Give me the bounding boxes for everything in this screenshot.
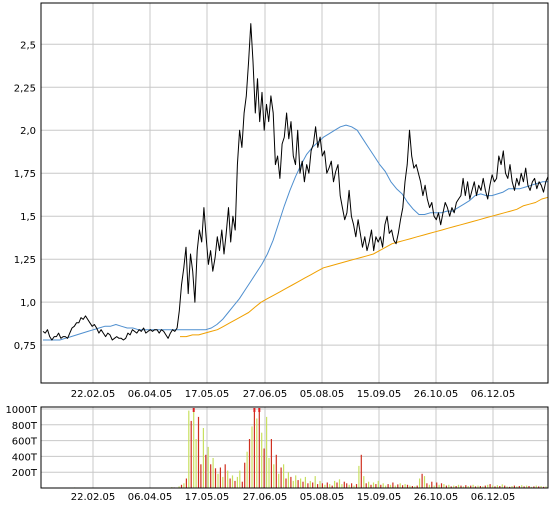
price-y-tick-label: 1,5 <box>20 212 36 223</box>
price-series-line-price <box>42 23 549 341</box>
volume-grid <box>41 407 548 488</box>
volume-x-tick-label: 27.06.05 <box>243 492 288 503</box>
price-x-tick-label: 06.12.05 <box>471 389 516 400</box>
price-y-tick-label: 2,25 <box>14 83 36 94</box>
price-grid <box>41 3 548 383</box>
price-x-tick-label: 22.02.05 <box>71 389 116 400</box>
price-series-line-ma_short <box>43 124 548 341</box>
price-plot-frame <box>40 2 549 384</box>
price-x-tick-label: 15.09.05 <box>357 389 402 400</box>
volume-y-tick-label: 800T <box>12 421 38 432</box>
volume-y-tick-label: 200T <box>12 468 38 479</box>
volume-y-tick-label: 400T <box>12 452 38 463</box>
volume-x-tick-label: 06.04.05 <box>128 492 173 503</box>
price-series-group <box>42 23 549 341</box>
volume-x-tick-label: 15.09.05 <box>357 492 402 503</box>
volume-x-tick-label: 17.05.05 <box>185 492 230 503</box>
price-x-tick-label: 26.10.05 <box>414 389 459 400</box>
volume-x-tick-label: 26.10.05 <box>414 492 459 503</box>
price-x-tick-label: 17.05.05 <box>185 389 230 400</box>
price-y-tick-labels: 0,75 1,0 1,25 1,5 1,75 2,0 2,25 2,5 <box>14 40 36 352</box>
price-y-tick-label: 1,25 <box>14 255 36 266</box>
price-x-tick-label: 27.06.05 <box>243 389 288 400</box>
price-y-tick-label: 2,0 <box>20 126 36 137</box>
volume-y-tick-label: 600T <box>12 437 38 448</box>
price-x-tick-label: 05.08.05 <box>300 389 345 400</box>
volume-x-tick-label: 06.12.05 <box>471 492 516 503</box>
volume-plot-frame <box>40 406 549 489</box>
price-series-line-ma_long <box>180 196 549 338</box>
volume-x-tick-label: 22.02.05 <box>71 492 116 503</box>
volume-x-tick-label: 05.08.05 <box>300 492 345 503</box>
price-x-tick-labels: 22.02.05 06.04.05 17.05.05 27.06.05 05.08.05… <box>71 389 516 400</box>
price-x-tick-label: 06.04.05 <box>128 389 173 400</box>
volume-x-tick-labels: 22.02.05 06.04.05 17.05.05 27.06.05 05.08.05… <box>71 492 516 503</box>
volume-bars <box>42 408 547 488</box>
price-y-tick-label: 1,75 <box>14 169 36 180</box>
price-y-tick-label: 1,0 <box>20 298 36 309</box>
volume-y-tick-labels: 200T 400T 600T 800T 1000T <box>5 405 37 479</box>
volume-y-tick-label: 1000T <box>5 405 37 416</box>
price-y-tick-label: 2,5 <box>20 40 36 51</box>
price-y-tick-label: 0,75 <box>14 341 36 352</box>
